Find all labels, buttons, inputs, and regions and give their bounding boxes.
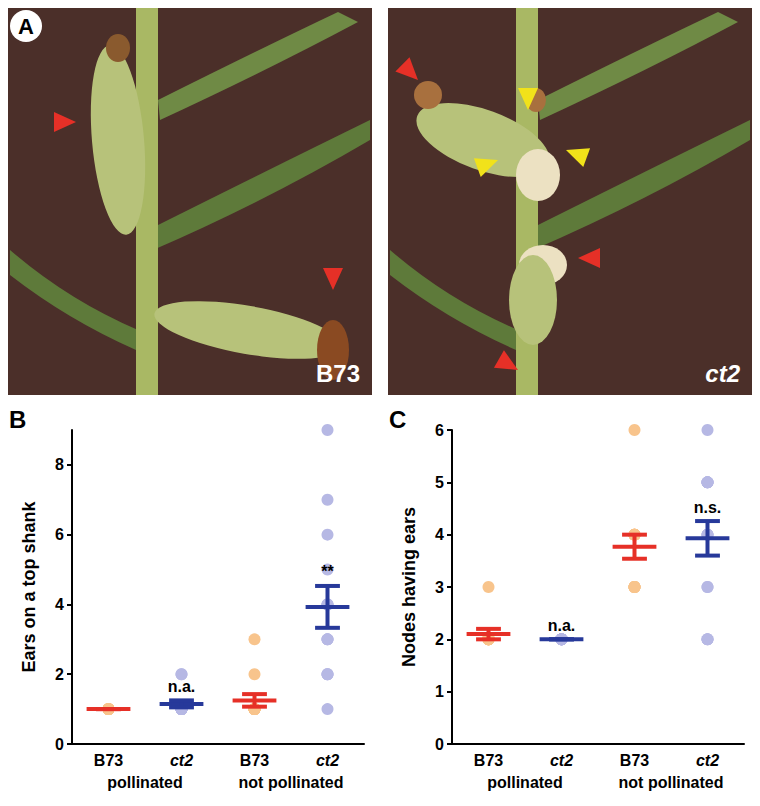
svg-text:B73: B73 xyxy=(620,752,649,769)
svg-text:ct2: ct2 xyxy=(170,752,193,769)
svg-text:0: 0 xyxy=(55,736,64,753)
svg-text:4: 4 xyxy=(55,596,64,613)
svg-text:not pollinated: not pollinated xyxy=(619,774,724,791)
svg-text:C: C xyxy=(389,406,406,433)
svg-text:Nodes having ears: Nodes having ears xyxy=(399,507,419,667)
svg-text:2: 2 xyxy=(435,631,444,648)
svg-text:**: ** xyxy=(321,563,334,580)
svg-text:ct2: ct2 xyxy=(550,752,573,769)
svg-text:n.s.: n.s. xyxy=(694,499,722,516)
svg-text:B73: B73 xyxy=(94,752,123,769)
svg-text:pollinated: pollinated xyxy=(487,774,563,791)
svg-text:B73: B73 xyxy=(474,752,503,769)
svg-text:B: B xyxy=(9,406,26,433)
svg-text:not pollinated: not pollinated xyxy=(239,774,344,791)
svg-text:n.a.: n.a. xyxy=(168,678,196,695)
svg-text:Ears on a top shank: Ears on a top shank xyxy=(19,500,39,672)
svg-text:B73: B73 xyxy=(316,360,360,387)
svg-text:ct2: ct2 xyxy=(705,360,740,387)
svg-text:ct2: ct2 xyxy=(316,752,339,769)
svg-text:8: 8 xyxy=(55,456,64,473)
svg-text:pollinated: pollinated xyxy=(107,774,183,791)
svg-text:2: 2 xyxy=(55,666,64,683)
svg-text:3: 3 xyxy=(435,579,444,596)
svg-text:B73: B73 xyxy=(240,752,269,769)
svg-text:n.a.: n.a. xyxy=(548,617,576,634)
svg-text:ct2: ct2 xyxy=(696,752,719,769)
svg-text:A: A xyxy=(18,14,34,39)
svg-text:0: 0 xyxy=(435,736,444,753)
svg-text:1: 1 xyxy=(435,683,444,700)
svg-text:6: 6 xyxy=(435,422,444,439)
svg-text:6: 6 xyxy=(55,526,64,543)
svg-text:5: 5 xyxy=(435,474,444,491)
svg-text:4: 4 xyxy=(435,526,444,543)
